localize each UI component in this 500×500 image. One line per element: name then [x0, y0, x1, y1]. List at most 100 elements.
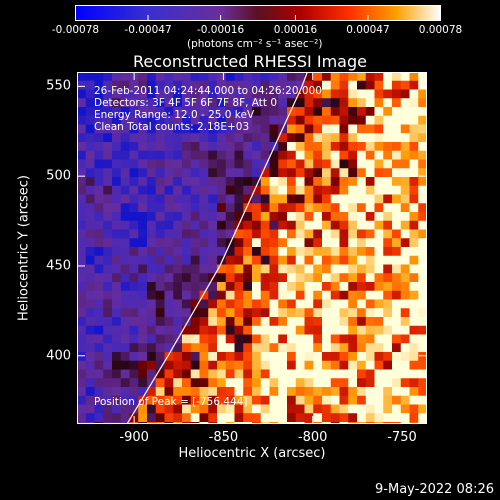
heatmap-cell [147, 177, 157, 187]
heatmap-cell [217, 185, 227, 195]
heatmap-cell [400, 264, 410, 274]
heatmap-cell [208, 203, 218, 213]
heatmap-cell [112, 352, 122, 362]
heatmap-cell [199, 220, 209, 230]
heatmap-cell [392, 203, 402, 213]
heatmap-cell [339, 273, 349, 283]
heatmap-cell [225, 255, 235, 265]
colorbar [75, 5, 441, 21]
heatmap-cell [129, 115, 139, 125]
heatmap-cell [348, 282, 358, 292]
heatmap-cell [365, 159, 375, 169]
heatmap-cell [120, 159, 130, 169]
heatmap-cell [164, 282, 174, 292]
heatmap-cell [120, 177, 130, 187]
heatmap-cell [304, 360, 314, 370]
heatmap-cell [155, 352, 165, 362]
heatmap-cell [330, 89, 340, 99]
heatmap-cell [155, 159, 165, 169]
heatmap-cell [278, 220, 288, 230]
heatmap-cell [173, 255, 183, 265]
heatmap-cell [138, 159, 148, 169]
heatmap-cell [365, 299, 375, 309]
heatmap-cell [287, 220, 297, 230]
heatmap-cell [348, 133, 358, 143]
heatmap-cell [234, 299, 244, 309]
heatmap-cell [313, 142, 323, 152]
heatmap-cell [129, 343, 139, 353]
info-energy-range: Energy Range: 12.0 - 25.0 keV [94, 109, 255, 121]
heatmap-cell [155, 229, 165, 239]
heatmap-cell [322, 229, 332, 239]
heatmap-cell [357, 360, 367, 370]
heatmap-cell [392, 80, 402, 90]
heatmap-cell [234, 212, 244, 222]
heatmap-cell [339, 177, 349, 187]
heatmap-cell [357, 203, 367, 213]
heatmap-cell [304, 387, 314, 397]
heatmap-cell [103, 124, 113, 134]
heatmap-cell [252, 107, 262, 117]
heatmap-cell [77, 220, 87, 230]
heatmap-cell [138, 80, 148, 90]
heatmap-cell [269, 317, 279, 327]
heatmap-cell [234, 159, 244, 169]
colorbar-tick-label: -0.00016 [196, 24, 245, 36]
heatmap-cell [138, 395, 148, 405]
heatmap-cell [322, 413, 332, 423]
heatmap-cell [383, 369, 393, 379]
heatmap-cell [409, 369, 419, 379]
heatmap-cell [155, 133, 165, 143]
heatmap-cell [400, 159, 410, 169]
heatmap-cell [94, 352, 104, 362]
heatmap-cell [208, 308, 218, 318]
heatmap-cell [339, 238, 349, 248]
heatmap-cell [339, 107, 349, 117]
heatmap-cell [313, 317, 323, 327]
heatmap-cell [374, 360, 384, 370]
heatmap-cell [120, 308, 130, 318]
heatmap-cell [400, 142, 410, 152]
heatmap-cell [260, 264, 270, 274]
heatmap-cell [260, 299, 270, 309]
heatmap-cell [147, 404, 157, 414]
heatmap-cell [322, 290, 332, 300]
heatmap-cell [374, 229, 384, 239]
heatmap-cell [129, 142, 139, 152]
heatmap-cell [225, 369, 235, 379]
heatmap-cell [138, 212, 148, 222]
heatmap-cell [138, 72, 148, 82]
heatmap-cell [339, 194, 349, 204]
heatmap-cell [199, 194, 209, 204]
heatmap-cell [94, 89, 104, 99]
heatmap-cell [217, 308, 227, 318]
heatmap-cell [77, 229, 87, 239]
heatmap-cell [243, 255, 253, 265]
heatmap-cell [182, 124, 192, 134]
heatmap-cell [155, 150, 165, 160]
heatmap-cell [313, 80, 323, 90]
heatmap-cell [155, 395, 165, 405]
heatmap-cell [260, 360, 270, 370]
heatmap-cell [120, 334, 130, 344]
heatmap-cell [164, 369, 174, 379]
heatmap-cell [199, 387, 209, 397]
heatmap-cell [374, 124, 384, 134]
heatmap-cell [217, 238, 227, 248]
heatmap-cell [365, 352, 375, 362]
heatmap-cell [295, 404, 305, 414]
heatmap-cell [400, 177, 410, 187]
heatmap-cell [234, 98, 244, 108]
heatmap-cell [94, 282, 104, 292]
heatmap-cell [295, 360, 305, 370]
heatmap-cell [164, 194, 174, 204]
heatmap-cell [182, 369, 192, 379]
heatmap-cell [164, 212, 174, 222]
y-tick-label: 550 [46, 78, 71, 94]
heatmap-cell [260, 378, 270, 388]
heatmap-cell [190, 395, 200, 405]
heatmap-cell [225, 159, 235, 169]
heatmap-cell [147, 343, 157, 353]
heatmap-cell [383, 395, 393, 405]
heatmap-cell [190, 308, 200, 318]
